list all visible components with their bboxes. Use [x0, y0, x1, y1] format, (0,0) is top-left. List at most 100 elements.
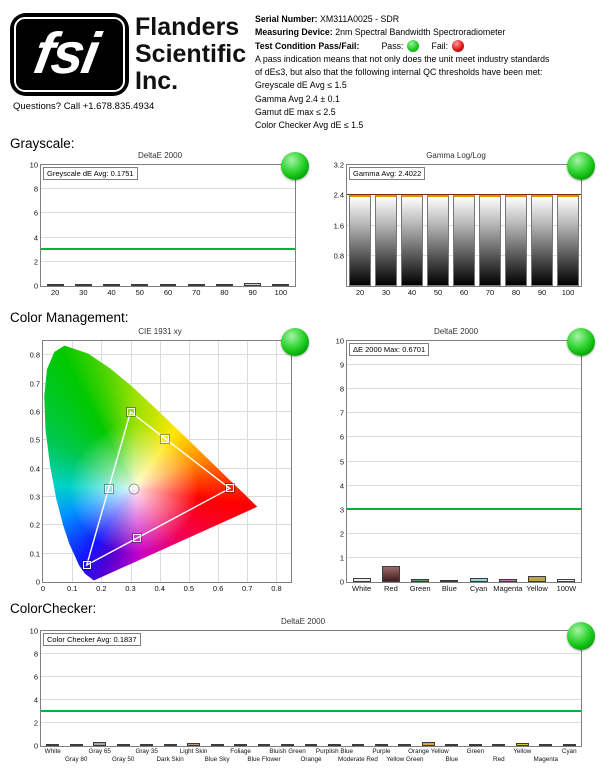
y-tick-label: 6: [33, 672, 38, 682]
pass-ball-icon: [281, 328, 309, 356]
y-gridline: [347, 556, 581, 558]
bar: [401, 195, 423, 286]
x-tick-label: 50: [433, 288, 443, 297]
section-title-color-management: Color Management:: [10, 310, 129, 325]
bar: [557, 195, 579, 286]
y-gridline: [347, 532, 581, 534]
bar: [69, 743, 83, 746]
chart-annotation: ΔE 2000 Max: 0.6701: [349, 343, 430, 356]
pass-indicator-dot: [407, 39, 420, 52]
x-tick-label: White: [44, 748, 61, 755]
bar: [374, 744, 388, 746]
chart-title: DeltaE 2000: [433, 327, 479, 336]
x-tick-label: 0.6: [212, 584, 224, 593]
x-tick-label: 30: [79, 288, 88, 297]
gamut-point-marker: [160, 433, 171, 444]
bar: [215, 283, 233, 286]
gamma-target-line: [347, 194, 581, 196]
bar: [453, 195, 475, 286]
y-tick-label: 6: [339, 432, 344, 442]
bar: [469, 577, 488, 582]
y-tick-label: 3.2: [333, 160, 344, 170]
y-tick-label: 4: [33, 233, 38, 243]
bar: [234, 744, 247, 746]
pass-ball-icon: [281, 152, 309, 180]
x-tick-label: 0.3: [125, 584, 136, 593]
y-tick-label: 0: [33, 281, 38, 291]
y-tick-label: 0.8: [29, 350, 40, 360]
bar: [46, 283, 64, 286]
x-tick-label: Moderate Red: [338, 756, 378, 763]
y-tick-label: 6: [33, 208, 38, 218]
x-tick-label: Blue: [445, 756, 459, 763]
bar: [468, 744, 482, 746]
x-tick-label: 0.8: [271, 584, 282, 593]
bar: [257, 744, 271, 746]
pass-note-line: A pass indication means that not only do…: [255, 53, 550, 64]
y-tick-label: 0.5: [29, 435, 40, 445]
limit-line: [347, 507, 581, 510]
y-tick-label: 0: [35, 577, 40, 587]
x-tick-label: 0.5: [183, 584, 195, 593]
bar: [427, 194, 449, 286]
y-tick-label: 2: [33, 718, 38, 728]
serial-number-value: XM311A0025 - SDR: [320, 14, 400, 24]
y-gridline: [43, 354, 291, 356]
y-tick-label: 0.2: [29, 520, 40, 530]
chart-annotation: Gamma Avg: 2.4022: [349, 167, 426, 180]
grayscale-deltae-chart: DeltaE 2000 Greyscale dE Avg: 0.1751 0 2 4…: [12, 150, 309, 304]
bar: [93, 742, 107, 746]
y-gridline: [41, 236, 295, 238]
y-tick-label: 10: [29, 626, 38, 636]
chart-title: CIE 1931 xy: [138, 327, 182, 336]
y-tick-label: 10: [29, 160, 38, 170]
chart-title: Gamma Log/Log: [426, 151, 486, 160]
x-tick-label: Red: [493, 756, 505, 763]
y-tick-label: 0: [33, 741, 38, 751]
y-gridline: [347, 412, 581, 414]
x-gridline: [276, 341, 278, 582]
bar: [539, 744, 553, 746]
y-tick-label: 0.8: [333, 251, 344, 261]
y-gridline: [347, 436, 581, 438]
gamut-point-marker: [131, 533, 142, 544]
y-gridline: [41, 676, 581, 677]
threshold-line: Gamut dE max ≤ 2.5: [255, 107, 336, 118]
x-tick-label: 0.1: [66, 584, 78, 593]
bar: [479, 195, 501, 286]
company-name-line: Scientific: [135, 40, 247, 68]
y-tick-label: 10: [335, 336, 344, 346]
bar: [411, 579, 430, 582]
bar: [281, 743, 294, 746]
y-tick-label: 2: [33, 257, 38, 267]
colorchecker-deltae-chart: DeltaE 2000 Color Checker Avg: 0.1837 0 2…: [12, 616, 595, 774]
fail-label: Fail:: [431, 40, 449, 51]
y-gridline: [347, 460, 581, 462]
limit-line: [41, 709, 581, 712]
bar: [492, 744, 506, 746]
x-tick-label: Gray 35: [135, 748, 158, 755]
x-tick-label: Cyan: [469, 584, 488, 593]
x-gridline: [247, 341, 249, 582]
y-gridline: [41, 188, 295, 190]
fsi-logo-text: fsi: [29, 21, 103, 87]
bar: [272, 283, 290, 286]
x-tick-label: Bluish Green: [269, 748, 306, 755]
x-tick-label: Orange Yellow: [408, 748, 449, 755]
y-tick-label: 8: [33, 649, 38, 659]
x-tick-label: 30: [381, 288, 391, 297]
x-tick-label: 70: [192, 288, 201, 297]
x-tick-label: Blue: [441, 584, 457, 593]
bar: [74, 284, 92, 286]
y-gridline: [347, 364, 581, 366]
plot-area: Greyscale dE Avg: 0.1751 0 2 4 6 8 10 20 30 40 50…: [30, 161, 296, 297]
threshold-line: Color Checker Avg dE ≤ 1.5: [255, 120, 364, 131]
y-gridline: [43, 382, 291, 384]
measuring-device-label: Measuring Device:: [255, 27, 333, 38]
y-tick-label: 4: [33, 695, 38, 705]
pass-ball-icon: [567, 622, 595, 650]
y-tick-label: 7: [339, 408, 344, 418]
y-tick-label: 0.6: [29, 407, 40, 417]
test-condition-row: Test Condition Pass/Fail: Pass: Fail:: [255, 39, 597, 53]
x-tick-label: Gray 50: [111, 756, 135, 763]
